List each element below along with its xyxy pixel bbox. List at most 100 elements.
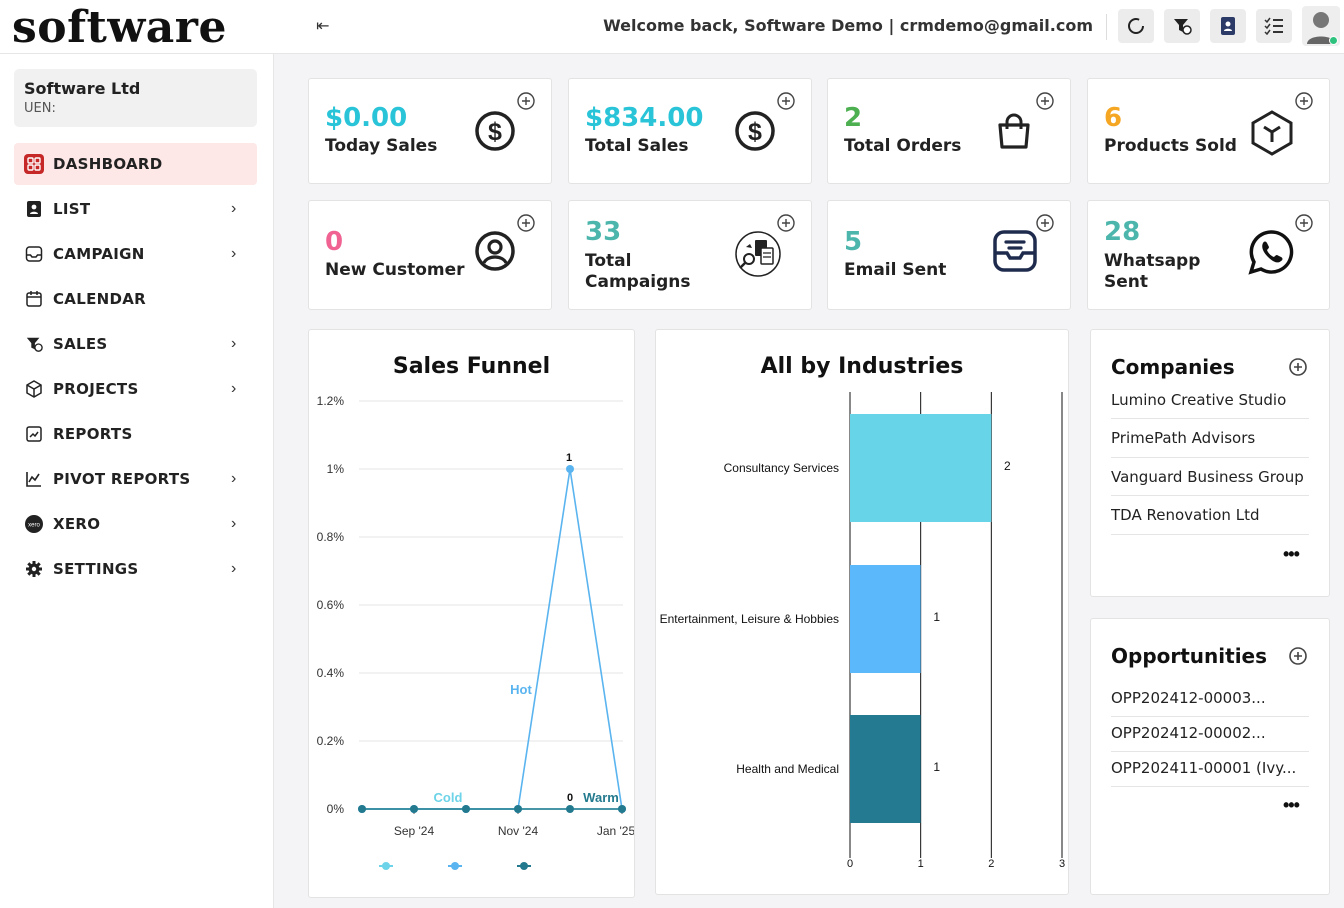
legend-dot[interactable]	[520, 862, 528, 870]
y-tick-label: 0.2%	[317, 734, 345, 748]
stat-value: $834.00	[585, 103, 704, 133]
refresh-button[interactable]	[1118, 9, 1154, 43]
data-point[interactable]	[566, 805, 574, 813]
category-label: Consultancy Services	[724, 461, 839, 475]
x-tick-label: Jan '25	[597, 824, 634, 838]
sidebar-item-dashboard[interactable]: DASHBOARD	[14, 143, 257, 185]
stat-card-new-customer[interactable]: 0 New Customer	[308, 200, 552, 310]
dollar-icon: $	[733, 109, 777, 158]
company-list-item[interactable]: TDA Renovation Ltd	[1111, 497, 1309, 535]
y-tick-label: 1.2%	[317, 394, 345, 408]
company-list-item[interactable]: Lumino Creative Studio	[1111, 381, 1309, 419]
data-point[interactable]	[462, 805, 470, 813]
dashboard-icon	[24, 154, 44, 174]
sidebar-item-list[interactable]: LIST ›	[14, 188, 257, 230]
stat-card-email-sent[interactable]: 5 Email Sent	[827, 200, 1071, 310]
stat-label: New Customer	[325, 260, 465, 280]
add-icon[interactable]	[1295, 214, 1313, 232]
data-point[interactable]	[358, 805, 366, 813]
data-point[interactable]	[566, 465, 574, 473]
email-tray-icon	[992, 229, 1038, 278]
add-icon[interactable]	[777, 92, 795, 110]
sidebar-item-sales[interactable]: SALES ›	[14, 323, 257, 365]
companies-more-button[interactable]: •••	[1283, 544, 1300, 564]
user-circle-icon	[473, 229, 517, 278]
sidebar-item-calendar[interactable]: CALENDAR	[14, 278, 257, 320]
point-label: 1	[566, 452, 572, 464]
sidebar-item-projects[interactable]: PROJECTS ›	[14, 368, 257, 410]
sidebar-item-campaign[interactable]: CAMPAIGN ›	[14, 233, 257, 275]
stat-value: 2	[844, 103, 863, 133]
chevron-right-icon: ›	[231, 470, 237, 487]
bar[interactable]	[850, 715, 921, 823]
series-label-hot: Hot	[510, 682, 532, 697]
bar[interactable]	[850, 414, 992, 522]
stat-label: Total Sales	[585, 136, 689, 156]
online-status-dot	[1329, 36, 1338, 45]
company-list-item[interactable]: Vanguard Business Group	[1111, 458, 1309, 496]
campaign-icon	[733, 229, 783, 284]
stat-label: Products Sold	[1104, 136, 1237, 156]
sidebar-item-pivot-reports[interactable]: PIVOT REPORTS ›	[14, 458, 257, 500]
tasks-button[interactable]	[1256, 9, 1292, 43]
company-list-item[interactable]: PrimePath Advisors	[1111, 420, 1309, 458]
stat-card-total-campaigns[interactable]: 33 Total Campaigns	[568, 200, 812, 310]
opportunities-more-button[interactable]: •••	[1283, 795, 1300, 815]
sales-funnel-button[interactable]	[1164, 9, 1200, 43]
add-opportunity-icon[interactable]	[1289, 647, 1307, 665]
top-bar: software ⇤ Welcome back, Software Demo |…	[0, 0, 1344, 54]
collapse-sidebar-icon[interactable]: ⇤	[316, 16, 330, 35]
sidebar-item-reports[interactable]: REPORTS	[14, 413, 257, 455]
stat-card-total-sales[interactable]: $834.00 Total Sales $	[568, 78, 812, 184]
add-icon[interactable]	[1036, 92, 1054, 110]
sales-funnel-chart: 0% 0.2% 0.4% 0.6% 0.8% 1% 1.2% Sep '24 Nov '24 Ja…	[317, 394, 634, 870]
industries-title: All by Industries	[760, 354, 964, 379]
line-chart-icon	[24, 469, 44, 489]
sidebar-item-label: CAMPAIGN	[53, 245, 145, 263]
user-avatar[interactable]	[1302, 6, 1340, 46]
legend-dot[interactable]	[451, 862, 459, 870]
series-label-warm: Warm	[583, 790, 619, 805]
x-tick-label: 0	[847, 858, 853, 870]
data-point[interactable]	[514, 805, 522, 813]
opportunity-list-item[interactable]: OPP202412-00003...	[1111, 679, 1309, 717]
sidebar-item-label: SALES	[53, 335, 108, 353]
data-point[interactable]	[618, 805, 626, 813]
bar[interactable]	[850, 565, 921, 673]
chevron-right-icon: ›	[231, 380, 237, 397]
sidebar-item-xero[interactable]: xero XERO ›	[14, 503, 257, 545]
add-icon[interactable]	[1036, 214, 1054, 232]
opportunity-list-item[interactable]: OPP202412-00002...	[1111, 714, 1309, 752]
add-icon[interactable]	[1295, 92, 1313, 110]
x-tick-label: Nov '24	[498, 824, 539, 838]
opportunity-list-item[interactable]: OPP202411-00001 (Ivy...	[1111, 749, 1309, 787]
stat-value: 5	[844, 227, 863, 257]
stat-card-total-orders[interactable]: 2 Total Orders	[827, 78, 1071, 184]
add-icon[interactable]	[777, 214, 795, 232]
stat-value: 0	[325, 227, 344, 257]
y-tick-label: 0.8%	[317, 530, 345, 544]
y-tick-label: 1%	[327, 462, 345, 476]
add-icon[interactable]	[517, 214, 535, 232]
stat-value: 28	[1104, 217, 1141, 247]
whatsapp-icon	[1248, 229, 1294, 280]
add-icon[interactable]	[517, 92, 535, 110]
stat-card-products-sold[interactable]: 6 Products Sold	[1087, 78, 1330, 184]
contacts-button[interactable]	[1210, 9, 1246, 43]
y-tick-label: 0.6%	[317, 598, 345, 612]
data-point[interactable]	[410, 805, 418, 813]
sidebar-item-label: SETTINGS	[53, 560, 139, 578]
stat-label: Whatsapp Sent	[1104, 251, 1201, 292]
series-line-hot	[362, 468, 623, 810]
sales-funnel-icon	[1174, 19, 1192, 35]
company-box[interactable]: Software Ltd UEN:	[14, 69, 257, 127]
stat-card-today-sales[interactable]: $0.00 Today Sales $	[308, 78, 552, 184]
x-tick-label: Sep '24	[394, 824, 435, 838]
stat-card-whatsapp-sent[interactable]: 28 Whatsapp Sent	[1087, 200, 1330, 310]
add-company-icon[interactable]	[1289, 358, 1307, 376]
legend-dot[interactable]	[382, 862, 390, 870]
logo[interactable]: software	[12, 2, 227, 53]
sidebar-item-label: XERO	[53, 515, 101, 533]
sidebar-item-settings[interactable]: SETTINGS ›	[14, 548, 257, 590]
sidebar-item-label: LIST	[53, 200, 91, 218]
